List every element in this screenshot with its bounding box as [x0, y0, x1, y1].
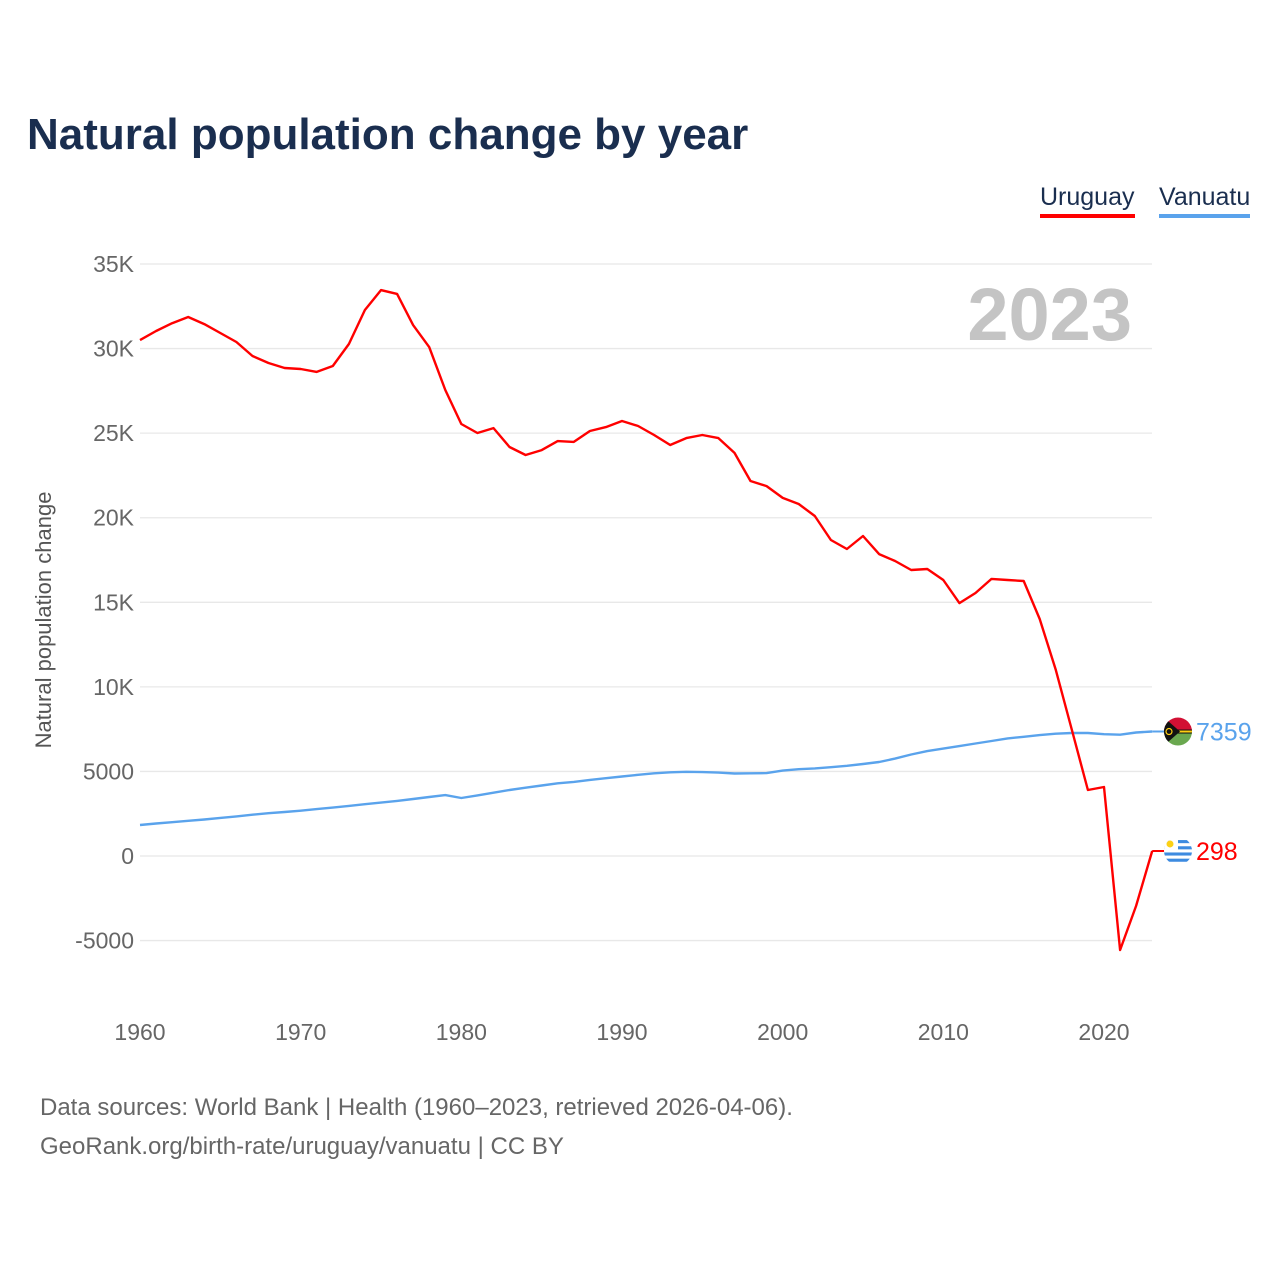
y-tick-label: 0 — [121, 843, 134, 869]
legend-item-uruguay[interactable]: Uruguay — [1040, 183, 1135, 218]
flag-stripe — [1164, 852, 1192, 856]
x-tick-label: 2020 — [1078, 1019, 1129, 1045]
vanuatu-flag-icon — [1164, 717, 1192, 746]
series-line-uruguay — [139, 288, 1154, 952]
y-tick-label: 25K — [93, 420, 135, 446]
flag-body — [1164, 836, 1192, 865]
legend-item-vanuatu[interactable]: Vanuatu — [1159, 183, 1251, 218]
y-tick-label: -5000 — [75, 928, 134, 954]
series-line-vanuatu — [139, 730, 1153, 827]
chart-title: Natural population change by year — [27, 110, 749, 159]
y-tick-label: 20K — [93, 505, 135, 531]
x-tick-label: 1970 — [275, 1019, 326, 1045]
flag-emblem — [1165, 727, 1173, 736]
x-tick-label: 2010 — [918, 1019, 969, 1045]
y-tick-label: 15K — [93, 589, 135, 615]
source-line-2[interactable]: GeoRank.org/birth-rate/uruguay/vanuatu |… — [40, 1133, 564, 1160]
y-tick-label: 5000 — [83, 758, 134, 784]
y-tick-label: 35K — [93, 251, 135, 277]
x-tick-label: 2000 — [757, 1019, 808, 1045]
source-line-1: Data sources: World Bank | Health (1960–… — [40, 1094, 793, 1121]
flag-stripe — [1164, 858, 1192, 862]
year-watermark: 2023 — [967, 273, 1132, 356]
y-tick-label: 10K — [93, 674, 135, 700]
x-tick-label: 1990 — [596, 1019, 647, 1045]
y-tick-label: 30K — [93, 336, 135, 362]
x-tick-label: 1980 — [436, 1019, 487, 1045]
source-note: Data sources: World Bank | Health (1960–… — [40, 1088, 793, 1166]
x-tick-label: 1960 — [114, 1019, 165, 1045]
flag-sun — [1166, 840, 1174, 848]
end-value-label-vanuatu: 7359 — [1196, 719, 1252, 747]
uruguay-flag-icon — [1164, 836, 1192, 865]
end-value-label-uruguay: 298 — [1196, 838, 1238, 866]
flag-body — [1164, 717, 1192, 746]
